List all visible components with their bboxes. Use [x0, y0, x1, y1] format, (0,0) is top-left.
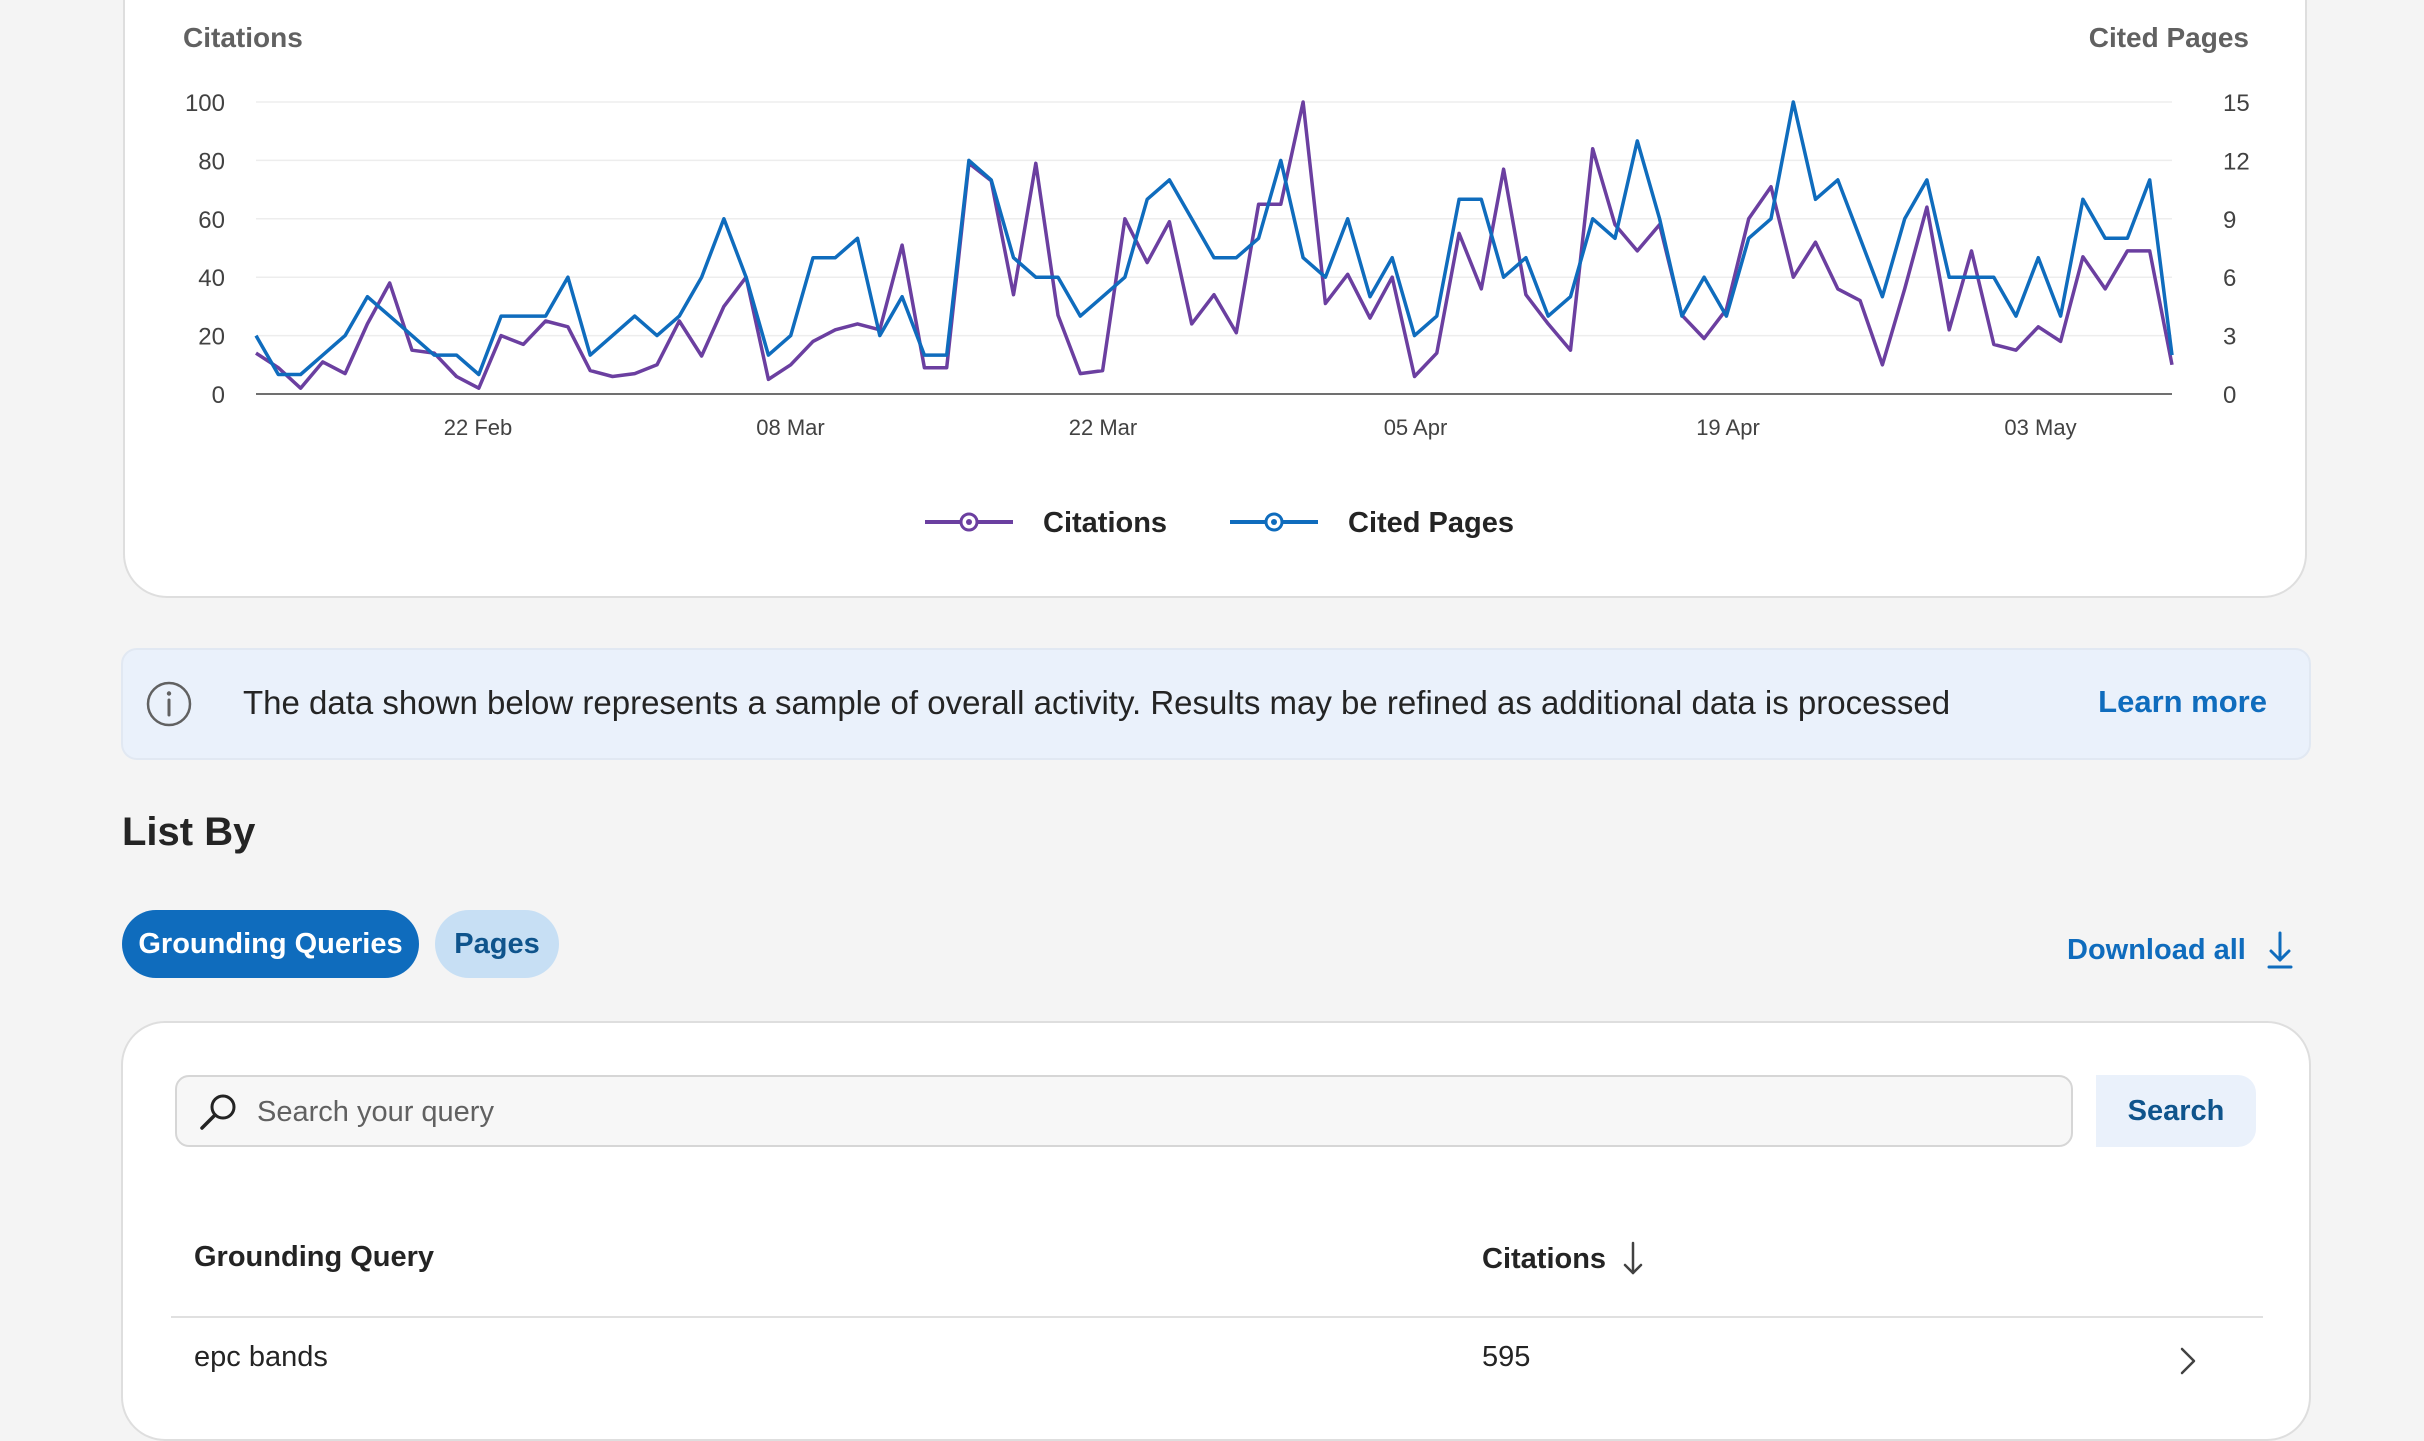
chart-card: Citations Cited Pages 0 20 40 60 80 100 0 3 6 9 12 15…	[123, 0, 2307, 598]
list-by-heading: List By	[122, 810, 256, 854]
y-left-tick-label: 60	[198, 207, 225, 234]
download-all-label: Download all	[2067, 933, 2246, 966]
x-tick-label: 08 Mar	[756, 415, 824, 440]
search-icon	[200, 1094, 236, 1130]
y-right-tick-label: 0	[2223, 382, 2236, 409]
y-right-tick-label: 9	[2223, 207, 2236, 234]
x-tick-label: 19 Apr	[1696, 415, 1760, 440]
search-button[interactable]: Search	[2096, 1075, 2256, 1147]
y-left-tick-label: 0	[212, 382, 225, 409]
citations-chart: Citations Cited Pages 0 20 40 60 80 100 0 3 6 9 12 15…	[183, 22, 2250, 539]
y-axis-left-title: Citations	[183, 22, 303, 53]
column-header-citations-label: Citations	[1482, 1242, 1607, 1275]
legend-marker-inner	[1271, 519, 1277, 525]
chevron-right-icon[interactable]	[2177, 1343, 2199, 1379]
x-tick-label: 05 Apr	[1384, 415, 1448, 440]
row-citations: 595	[1482, 1341, 1531, 1373]
row-query: epc bands	[194, 1341, 328, 1373]
y-right-tick-label: 6	[2223, 265, 2236, 292]
learn-more-link[interactable]: Learn more	[2098, 684, 2267, 719]
y-axis-right-title: Cited Pages	[2089, 22, 2249, 53]
sort-descending-icon	[1623, 1241, 1643, 1275]
y-right-tick-label: 3	[2223, 324, 2236, 351]
column-header-citations[interactable]: Citations	[1482, 1241, 1644, 1277]
x-tick-label: 22 Mar	[1069, 415, 1137, 440]
info-banner: The data shown below represents a sample…	[121, 648, 2311, 760]
legend-label: Cited Pages	[1348, 507, 1514, 539]
y-left-tick-label: 20	[198, 324, 225, 351]
queries-table-card: Search Grounding Query Citations epc ban…	[121, 1021, 2311, 1441]
y-left-tick-label: 40	[198, 265, 225, 292]
banner-message: The data shown below represents a sample…	[243, 684, 1951, 721]
column-header-grounding-query[interactable]: Grounding Query	[194, 1241, 435, 1273]
info-icon	[146, 681, 192, 727]
download-all-button[interactable]: Download all	[2067, 930, 2294, 970]
tab-pages[interactable]: Pages	[435, 910, 559, 978]
legend-label: Citations	[1043, 507, 1167, 539]
x-tick-label: 03 May	[2004, 415, 2076, 440]
series-line-citations	[255, 100, 2174, 390]
series-line-cited-pages	[254, 100, 2174, 377]
y-left-tick-label: 100	[185, 90, 225, 117]
search-input[interactable]	[255, 1085, 2239, 1139]
y-right-tick-label: 12	[2223, 148, 2250, 175]
download-icon	[2267, 931, 2293, 969]
tab-grounding-queries[interactable]: Grounding Queries	[122, 910, 419, 978]
x-tick-label: 22 Feb	[444, 415, 513, 440]
y-left-tick-label: 80	[198, 148, 225, 175]
y-right-tick-label: 15	[2223, 90, 2250, 117]
search-box	[175, 1075, 2239, 1147]
header-divider	[171, 1316, 2263, 1318]
legend-marker-inner	[966, 519, 972, 525]
